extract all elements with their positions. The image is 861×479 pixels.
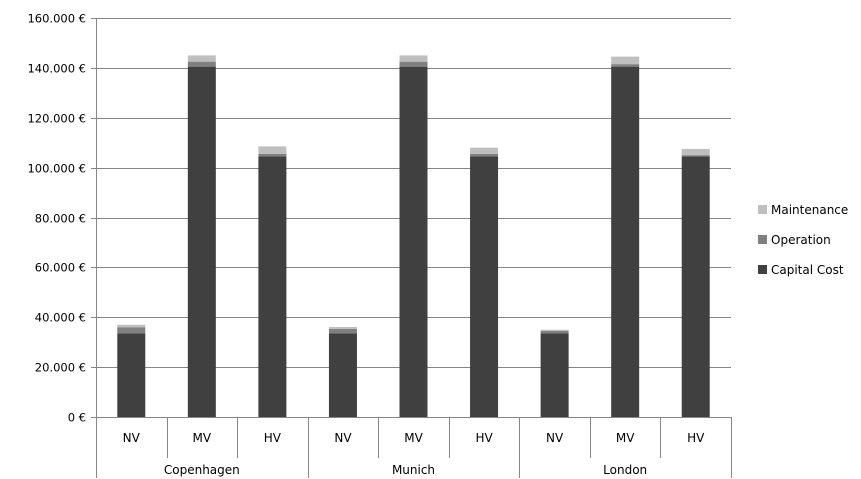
bar-segment-capital-cost: [187, 66, 216, 418]
bar-segment-operation: [611, 64, 640, 67]
x-category-label: HV: [475, 431, 493, 445]
legend-swatch: [758, 265, 767, 274]
bar-segment-operation: [470, 153, 499, 157]
legend-swatch: [758, 205, 767, 214]
x-category-label: MV: [193, 431, 212, 445]
bar-segment-capital-cost: [117, 333, 146, 417]
bar-segment-capital-cost: [681, 156, 710, 417]
bar-segment-operation: [187, 61, 216, 67]
legend: Maintenance Operation Capital Cost: [758, 203, 848, 277]
bar-segment-capital-cost: [399, 66, 428, 418]
bar-segment-operation: [399, 61, 428, 67]
bar-segment-maintenance: [258, 146, 287, 154]
y-tick-label: 100.000 €: [27, 162, 86, 176]
y-tick-label: 40.000 €: [35, 311, 86, 325]
x-category-label: MV: [616, 431, 635, 445]
x-group-label: Copenhagen: [164, 463, 240, 477]
y-tick-label: 20.000 €: [35, 361, 86, 375]
bar-segment-capital-cost: [540, 333, 569, 417]
bar-segment-capital-cost: [611, 66, 640, 418]
bar-segment-maintenance: [328, 326, 357, 329]
bar-segment-maintenance: [681, 148, 710, 156]
y-tick-label: 60.000 €: [35, 261, 86, 275]
x-group-label: London: [603, 463, 647, 477]
y-axis-tick-labels: 0 € 20.000 € 40.000 € 60.000 € 80.000 € 100.0…: [27, 12, 97, 425]
bar-segment-maintenance: [187, 55, 216, 62]
y-tick-label: 120.000 €: [27, 112, 86, 126]
bar-segment-capital-cost: [258, 156, 287, 417]
x-category-label: NV: [546, 431, 564, 445]
bar-segment-capital-cost: [328, 333, 357, 417]
bars: [117, 55, 710, 418]
legend-swatch: [758, 235, 767, 244]
bar-segment-maintenance: [540, 329, 569, 331]
x-category-label: HV: [687, 431, 705, 445]
y-tick-label: 80.000 €: [35, 212, 86, 226]
x-group-label: Munich: [392, 463, 435, 477]
legend-label: Maintenance: [771, 203, 848, 217]
x-category-label: MV: [404, 431, 423, 445]
bar-segment-maintenance: [611, 56, 640, 65]
bar-segment-operation: [258, 153, 287, 157]
bar-segment-operation: [117, 327, 146, 334]
bar-segment-maintenance: [470, 147, 499, 154]
x-category-label: HV: [264, 431, 282, 445]
bar-segment-maintenance: [399, 55, 428, 62]
bar-segment-operation: [681, 155, 710, 157]
x-category-label: NV: [334, 431, 352, 445]
bar-segment-capital-cost: [470, 156, 499, 417]
y-tick-label: 140.000 €: [27, 62, 86, 76]
legend-label: Operation: [771, 233, 831, 247]
y-tick-label: 160.000 €: [27, 12, 86, 26]
legend-label: Capital Cost: [771, 263, 844, 277]
bar-segment-operation: [328, 328, 357, 334]
bar-segment-maintenance: [117, 324, 146, 328]
x-category-label: NV: [123, 431, 141, 445]
y-tick-label: 0 €: [68, 411, 86, 425]
bar-segment-operation: [540, 330, 569, 334]
x-axis: NV MV HV NV MV HV NV MV HV Copenhagen Munich London: [96, 417, 732, 478]
